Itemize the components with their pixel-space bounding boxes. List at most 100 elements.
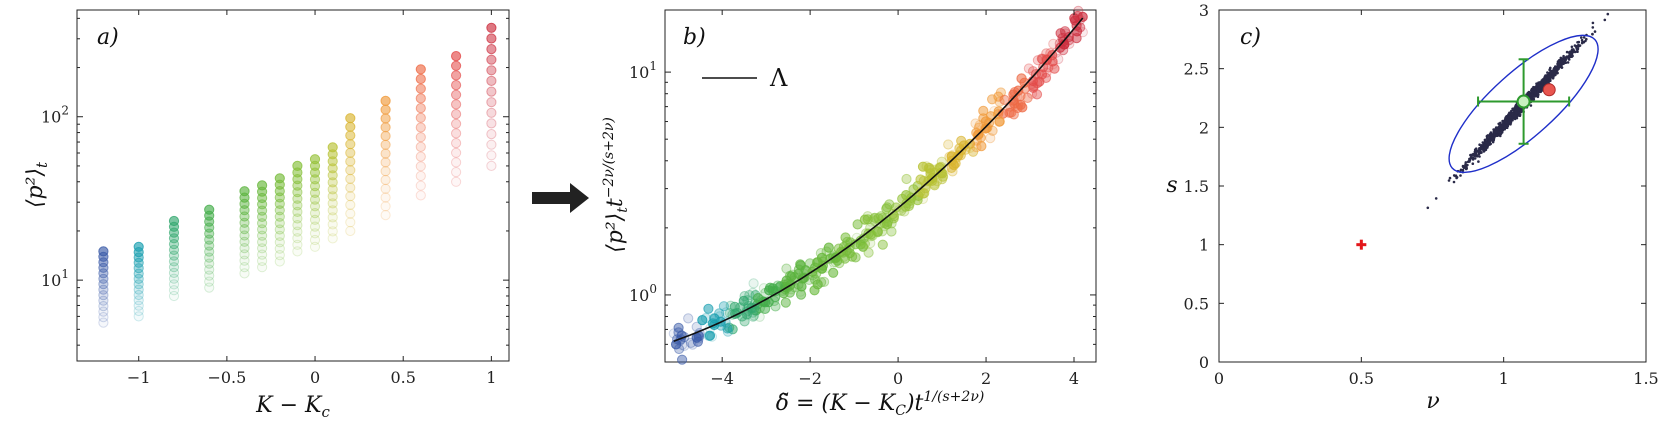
data-point	[133, 289, 144, 301]
sample-point	[1556, 66, 1560, 69]
data-point	[486, 33, 497, 44]
sample-point	[1486, 142, 1489, 145]
data-point	[380, 183, 391, 194]
data-point	[239, 236, 250, 247]
sample-point	[1580, 36, 1583, 39]
data-point	[257, 224, 268, 235]
panel-b-ticks: −4 −2 0 2 4 100 101	[629, 10, 1096, 388]
data-point	[133, 263, 144, 274]
data-point	[204, 252, 215, 263]
data-point	[309, 228, 321, 239]
data-point	[345, 139, 356, 150]
data-point	[1047, 59, 1059, 70]
data-point	[486, 86, 497, 97]
data-point	[1031, 89, 1043, 100]
data-point	[1060, 28, 1071, 39]
sample-point	[1556, 62, 1559, 66]
data-point	[1071, 33, 1082, 44]
sample-point	[1529, 104, 1533, 107]
data-point	[239, 255, 250, 266]
data-point	[994, 116, 1005, 127]
data-point	[380, 95, 391, 107]
sample-point	[1480, 144, 1484, 147]
sample-point	[1498, 133, 1502, 136]
data-point	[274, 230, 285, 241]
sample-point	[1530, 92, 1534, 96]
sample-point	[1584, 39, 1587, 43]
data-point	[486, 139, 497, 150]
data-point	[345, 191, 356, 202]
data-point	[257, 236, 268, 248]
panel-b-legend-label: Λ	[769, 64, 788, 92]
data-point	[999, 94, 1010, 106]
sample-point	[1448, 176, 1452, 180]
y-tick-label: 2.5	[1184, 60, 1209, 79]
sample-point	[1491, 133, 1494, 137]
data-point	[309, 154, 321, 165]
data-point	[1064, 38, 1075, 50]
data-point	[292, 213, 303, 224]
data-point	[98, 312, 109, 323]
data-point	[748, 310, 760, 321]
sample-point	[1452, 174, 1456, 177]
sample-point	[1477, 149, 1481, 153]
data-point	[345, 121, 356, 132]
data-point	[915, 174, 926, 185]
sample-point	[1582, 36, 1586, 39]
sample-point	[1491, 140, 1495, 143]
data-point	[486, 160, 497, 171]
sample-point	[1570, 48, 1574, 51]
data-point	[932, 176, 943, 187]
panel-c: 0 0.5 1 1.5 0 0.5 1 1.5 2 2.5 3 c) ν s	[1166, 1, 1658, 414]
data-point	[451, 99, 462, 110]
sample-point	[1577, 40, 1581, 44]
sample-point	[1549, 66, 1552, 70]
data-point	[415, 122, 426, 133]
data-point	[1016, 73, 1027, 84]
data-point	[168, 215, 180, 227]
sample-point	[1483, 146, 1487, 149]
sample-point	[1570, 55, 1573, 58]
sample-point	[1552, 72, 1555, 76]
data-point	[752, 293, 764, 304]
data-point	[842, 236, 853, 247]
panel-c-sample-cloud	[1426, 12, 1610, 210]
data-point	[884, 199, 895, 210]
data-point	[274, 243, 285, 254]
data-point	[415, 132, 426, 143]
data-point	[345, 173, 356, 184]
data-point	[677, 354, 688, 365]
panel-a-points	[98, 22, 497, 328]
data-point	[451, 80, 462, 91]
data-point	[451, 60, 462, 71]
data-point	[204, 276, 215, 287]
data-point	[98, 273, 109, 284]
sample-point	[1570, 45, 1574, 49]
sample-point	[1593, 30, 1597, 33]
data-point	[133, 300, 144, 311]
y-tick-label: 101	[629, 59, 657, 82]
data-point	[758, 283, 770, 294]
data-point	[415, 180, 426, 191]
data-point	[133, 305, 144, 317]
data-point	[98, 301, 109, 312]
data-point	[257, 230, 268, 241]
sample-point	[1558, 62, 1562, 66]
data-point	[380, 104, 391, 115]
data-point	[486, 75, 497, 87]
data-point	[1004, 107, 1015, 118]
data-point	[451, 157, 462, 168]
data-point	[863, 247, 874, 258]
data-point	[292, 226, 303, 237]
y-tick-label: 0	[1199, 353, 1209, 372]
panel-b-points	[668, 5, 1088, 365]
sample-point	[1560, 57, 1564, 61]
sample-point	[1538, 84, 1542, 87]
data-point	[953, 150, 964, 161]
data-point	[451, 176, 462, 187]
reference-marker	[1359, 239, 1363, 250]
data-point	[309, 194, 321, 205]
panel-c-frame	[1218, 9, 1647, 363]
sample-point	[1560, 60, 1563, 64]
data-point	[925, 168, 936, 179]
